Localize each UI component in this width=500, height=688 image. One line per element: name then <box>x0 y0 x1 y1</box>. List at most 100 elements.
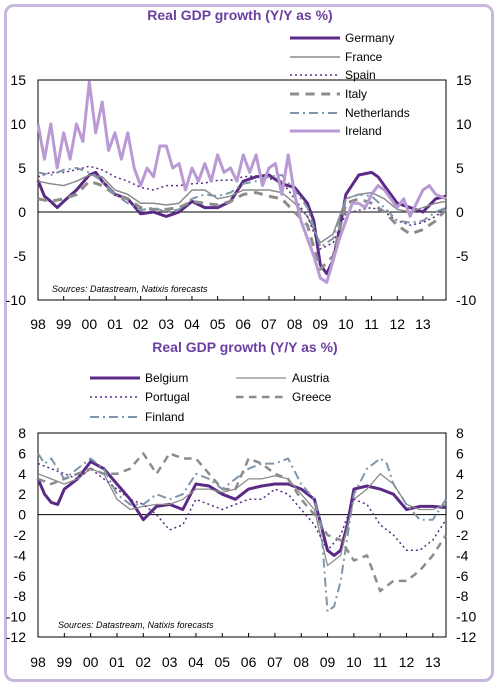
chart-bottom-y-left-tick: -4 <box>14 547 27 563</box>
chart-top-x-tick: 10 <box>338 316 354 332</box>
chart-bottom-x-tick: 08 <box>293 654 309 670</box>
chart-top-x-tick: 02 <box>133 316 149 332</box>
chart-top-x-tick: 03 <box>159 316 175 332</box>
chart-bottom-series-finland <box>37 452 447 613</box>
chart-bottom-y-left-tick: 2 <box>18 486 26 502</box>
chart-top-y-left-tick: 5 <box>18 160 26 176</box>
chart-top-y-left-tick: 15 <box>10 72 26 88</box>
chart-top-x-tick: 09 <box>312 316 328 332</box>
chart-bottom-x-tick: 02 <box>136 654 152 670</box>
chart-top-plot-area <box>37 79 447 301</box>
chart-bottom-y-right-ticks: 8 6 4 2 0 -2 -4 -6 -8 -10 -12 <box>456 425 476 645</box>
chart-top-series-spain <box>37 165 447 250</box>
chart-bottom-y-left-tick: 8 <box>18 425 26 441</box>
chart-bottom-series-greece <box>37 452 448 593</box>
chart-bottom-y-right-tick: -4 <box>456 547 469 563</box>
chart-bottom-y-right-tick: 2 <box>456 486 464 502</box>
chart-bottom-y-right-tick: 6 <box>456 445 464 461</box>
chart-bottom-y-left-tick: 6 <box>18 445 26 461</box>
chart-bottom-y-right-tick: -6 <box>456 568 469 584</box>
chart-bottom-x-tick: 13 <box>425 654 441 670</box>
chart-bottom-x-tick: 11 <box>373 654 388 670</box>
chart-bottom-y-left-tick: 0 <box>18 507 26 523</box>
chart-bottom-x-tick: 00 <box>83 654 99 670</box>
chart-bottom-y-right-tick: 0 <box>456 507 464 523</box>
chart-bottom-x-tick: 06 <box>241 654 257 670</box>
chart-top-series-germany <box>36 170 447 276</box>
chart-top-legend-label-italy: Italy <box>345 87 367 101</box>
chart-bottom-x-tick: 12 <box>399 654 415 670</box>
chart-bottom-y-right-tick: -8 <box>456 588 469 604</box>
chart-bottom-y-right-tick: -10 <box>456 609 476 625</box>
chart-top-y-right-ticks: 15 10 5 0 -5 -10 <box>456 72 476 308</box>
chart-bottom-plot-area <box>37 432 447 638</box>
chart-bottom-x-tick: 01 <box>109 654 125 670</box>
chart-top-legend-label-ireland: Ireland <box>345 124 382 138</box>
chart-bottom-x-tick: 99 <box>57 654 73 670</box>
chart-top-legend-label-france: France <box>345 50 383 64</box>
chart-bottom-y-right-tick: -2 <box>456 527 469 543</box>
chart-top-y-right-tick: 0 <box>456 204 464 220</box>
chart-bottom-x-tick: 04 <box>188 654 204 670</box>
chart-bottom-y-left-tick: -8 <box>14 588 27 604</box>
chart-top-x-ticks: 98 99 00 01 02 03 04 05 06 07 08 09 10 11 12 13 <box>30 296 431 332</box>
chart-top-legend: Germany France Spain Italy Netherlands Irelan… <box>290 31 410 138</box>
chart-top-series-italy <box>37 179 448 271</box>
chart-top-y-left-tick: 10 <box>10 116 26 132</box>
chart-bottom-y-left-tick: -2 <box>14 527 27 543</box>
chart-bottom-legend-label-greece: Greece <box>292 390 332 404</box>
chart-bottom-y-left-tick: -10 <box>6 609 26 625</box>
chart-top-y-left-tick: -5 <box>14 248 27 264</box>
chart-top-x-tick: 01 <box>107 316 123 332</box>
chart-bottom-x-tick: 09 <box>320 654 336 670</box>
chart-top-x-tick: 04 <box>184 316 200 332</box>
chart-bottom-x-tick: 03 <box>162 654 178 670</box>
chart-top-y-left-tick: 0 <box>18 204 26 220</box>
chart-bottom-y-left-tick: 4 <box>18 466 26 482</box>
chart-bottom-source: Sources: Datastream, Natixis forecasts <box>58 620 214 630</box>
chart-bottom-x-tick: 98 <box>30 654 46 670</box>
chart-top-series-ireland <box>36 80 447 284</box>
chart-bottom-legend-label-portugal: Portugal <box>145 390 190 404</box>
chart-bottom-y-left-tick: -6 <box>14 568 27 584</box>
chart-bottom-legend-label-belgium: Belgium <box>145 371 188 385</box>
chart-bottom-series <box>36 452 448 613</box>
chart-top-y-right-tick: -10 <box>456 292 476 308</box>
chart-bottom-legend-label-austria: Austria <box>292 371 330 385</box>
chart-bottom: Real GDP growth (Y/Y as %) 8 6 4 2 0 -2 -4 -6 -8… <box>6 339 477 670</box>
chart-top-x-tick: 98 <box>30 316 46 332</box>
chart-top: Real GDP growth (Y/Y as %) 15 10 5 0 -5 -10 1… <box>6 7 477 332</box>
chart-bottom-x-ticks: 98 99 00 01 02 03 04 05 06 07 08 09 10 11 12 13 <box>30 633 441 670</box>
chart-bottom-title: Real GDP growth (Y/Y as %) <box>152 339 337 355</box>
chart-top-x-tick: 08 <box>287 316 303 332</box>
chart-top-y-right-tick: 15 <box>456 72 472 88</box>
chart-top-x-tick: 00 <box>82 316 98 332</box>
chart-top-y-left-ticks: 15 10 5 0 -5 -10 <box>6 72 26 308</box>
chart-top-y-left-tick: -10 <box>6 292 26 308</box>
chart-top-series-france <box>37 174 447 244</box>
chart-top-title: Real GDP growth (Y/Y as %) <box>147 7 332 23</box>
chart-top-series-netherlands <box>37 167 447 249</box>
chart-bottom-y-left-ticks: 8 6 4 2 0 -2 -4 -6 -8 -10 -12 <box>6 425 26 645</box>
chart-bottom-legend-label-finland: Finland <box>145 410 184 424</box>
chart-top-x-tick: 99 <box>56 316 72 332</box>
chart-bottom-y-right-tick: 8 <box>456 425 464 441</box>
chart-bottom-x-tick: 10 <box>346 654 362 670</box>
chart-bottom-series-austria <box>37 468 447 567</box>
chart-top-x-tick: 07 <box>261 316 277 332</box>
chart-top-x-tick: 05 <box>210 316 226 332</box>
chart-top-x-tick: 12 <box>389 316 405 332</box>
chart-bottom-x-tick: 07 <box>267 654 283 670</box>
chart-top-y-right-tick: 5 <box>456 160 464 176</box>
chart-top-y-right-tick: -5 <box>456 248 469 264</box>
chart-bottom-y-right-tick: -12 <box>456 629 476 645</box>
chart-top-legend-label-germany: Germany <box>345 31 394 45</box>
chart-top-y-right-tick: 10 <box>456 116 472 132</box>
chart-top-legend-label-netherlands: Netherlands <box>345 106 410 120</box>
chart-bottom-x-tick: 05 <box>214 654 230 670</box>
chart-top-x-tick: 11 <box>364 316 379 332</box>
chart-top-source: Sources: Datastream, Natixis forecasts <box>52 284 208 294</box>
chart-top-x-tick: 06 <box>235 316 251 332</box>
chart-top-legend-label-spain: Spain <box>345 68 376 82</box>
